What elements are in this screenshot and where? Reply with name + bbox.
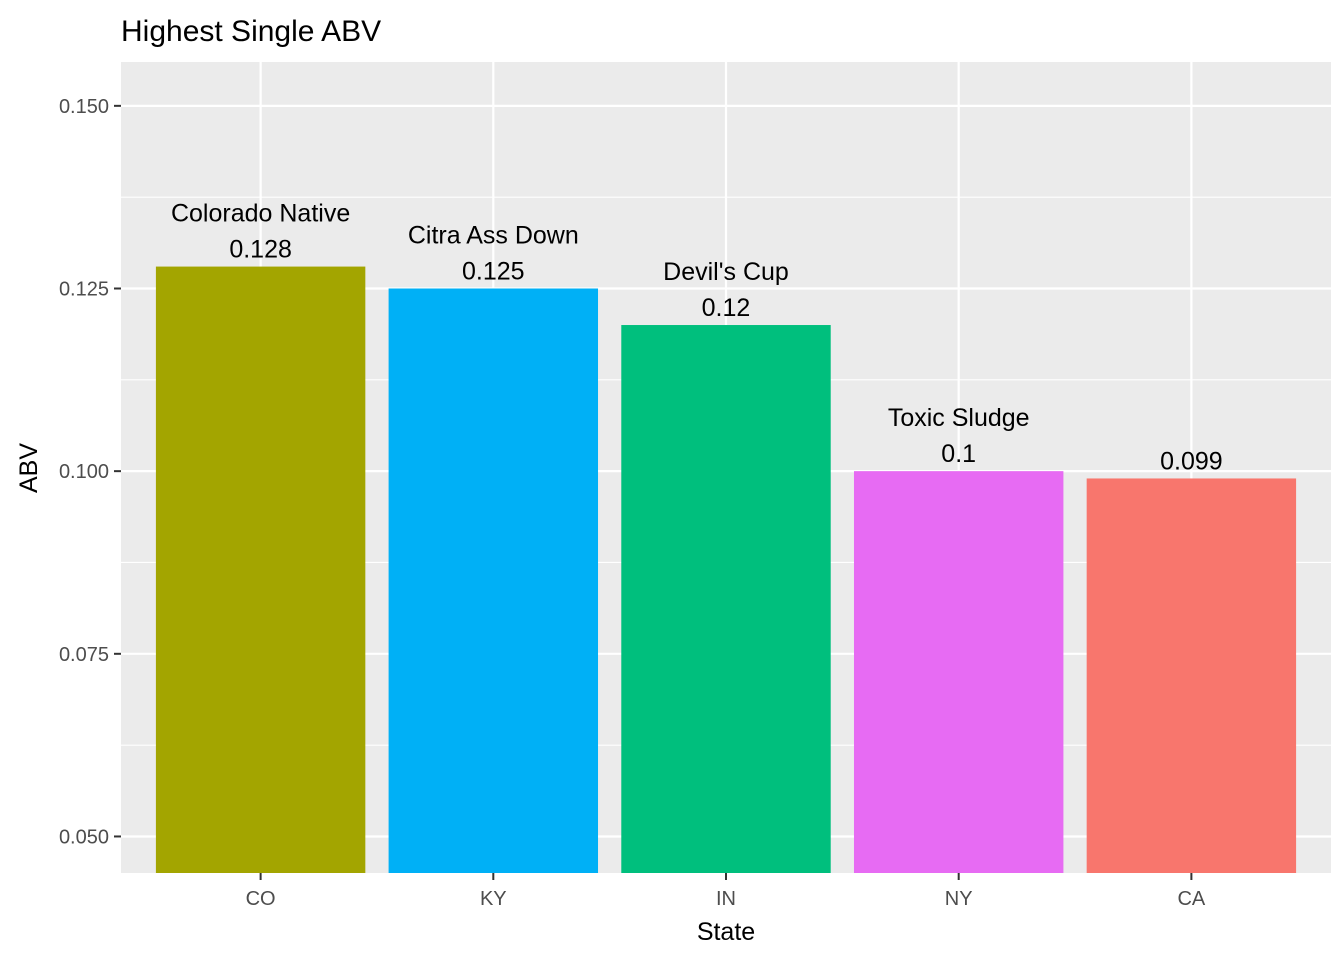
bar-in [621,325,831,873]
x-axis-title: State [697,918,755,946]
bars-group [155,266,1297,874]
x-axis: CO KY IN NY CA [246,873,1206,910]
x-tick-label: CA [1177,888,1205,910]
bar-value-label: 0.1 [941,440,976,468]
bar-name-label: Colorado Native [171,200,350,228]
bar-ny [853,471,1064,873]
y-tick-label: 0.075 [59,644,109,666]
bar-value-label: 0.128 [229,236,292,264]
x-tick-label: CO [246,888,276,910]
y-tick-label: 0.150 [59,96,109,118]
bar-value-label: 0.125 [462,257,525,285]
bar-value-label: 0.12 [702,294,751,322]
y-tick-label: 0.050 [59,826,109,848]
y-axis: 0.050 0.075 0.100 0.125 0.150 [59,96,121,848]
x-tick-label: IN [716,888,736,910]
bar-name-label: Citra Ass Down [408,221,579,249]
y-tick-label: 0.125 [59,278,109,300]
x-tick-label: NY [945,888,973,910]
bar-value-label: 0.099 [1160,447,1223,475]
bar-name-label: Devil's Cup [663,258,789,286]
bar-ky [388,288,599,873]
y-axis-title: ABV [15,443,43,493]
bar-name-label: Toxic Sludge [888,404,1030,432]
bar-ca [1086,478,1297,873]
x-tick-label: KY [480,888,507,910]
y-tick-label: 0.100 [59,461,109,483]
bar-co [155,266,366,874]
chart-title: Highest Single ABV [121,15,381,48]
bar-labels-group: 0.128 Colorado Native 0.125 Citra Ass Down 0… [171,200,1223,476]
